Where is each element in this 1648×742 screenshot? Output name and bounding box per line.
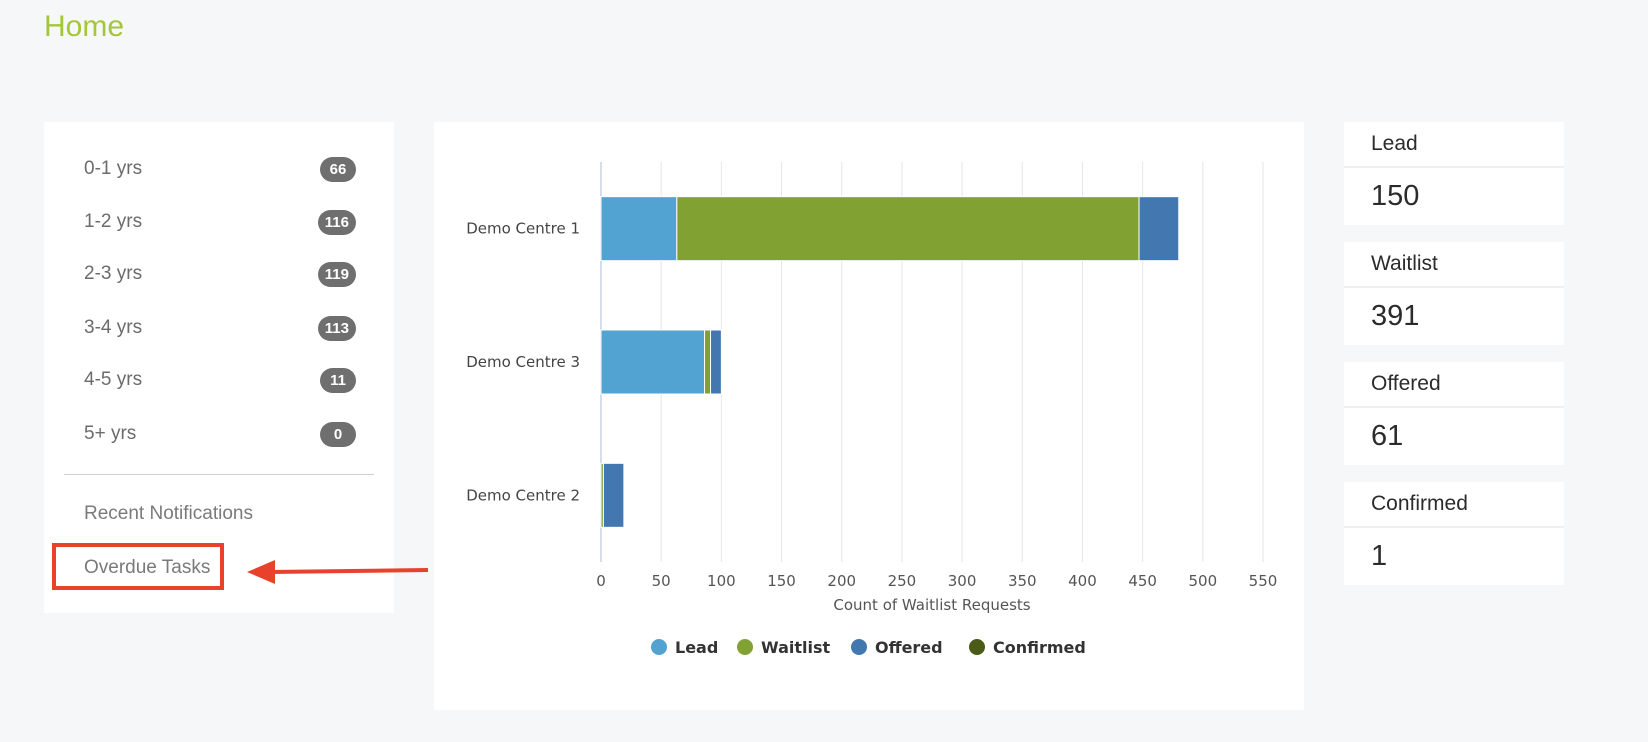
- legend-label: Waitlist: [761, 638, 831, 657]
- stat-card-confirmed: Confirmed 1: [1344, 482, 1564, 585]
- stat-value: 391: [1371, 300, 1420, 332]
- age-group-label: 0-1 yrs: [84, 158, 143, 179]
- x-tick-label: 150: [767, 572, 796, 590]
- legend-marker-waitlist: [737, 639, 753, 655]
- bar-segment-waitlist: [704, 329, 712, 395]
- x-tick-label: 450: [1128, 572, 1157, 590]
- count-badge: 116: [317, 209, 356, 235]
- annotation-highlight-box: [52, 543, 224, 590]
- count-badge: 119: [317, 261, 356, 287]
- stat-label: Confirmed: [1344, 482, 1564, 528]
- stat-card-offered: Offered 61: [1344, 362, 1564, 465]
- bar-segment-offered: [1138, 196, 1180, 262]
- stat-value: 150: [1371, 180, 1420, 212]
- annotation-arrow-icon: [247, 560, 429, 584]
- x-tick-label: 100: [707, 572, 736, 590]
- count-badge: 0: [320, 421, 356, 447]
- age-group-label: 5+ yrs: [84, 423, 137, 444]
- legend-marker-offered: [851, 639, 867, 655]
- age-group-5-plus[interactable]: 5+ yrs 0: [84, 419, 356, 449]
- stat-label: Offered: [1344, 362, 1564, 408]
- x-tick-label: 250: [888, 572, 917, 590]
- legend-label: Lead: [675, 638, 718, 657]
- x-tick-label: 300: [948, 572, 977, 590]
- overdue-tasks-link[interactable]: Overdue Tasks: [84, 557, 211, 578]
- stat-label: Waitlist: [1344, 242, 1564, 288]
- bar-segment-offered: [710, 329, 722, 395]
- x-tick-label: 200: [827, 572, 856, 590]
- recent-notifications-link[interactable]: Recent Notifications: [84, 503, 253, 524]
- count-badge: 113: [317, 315, 356, 341]
- count-badge: 66: [320, 156, 356, 182]
- stat-card-waitlist: Waitlist 391: [1344, 242, 1564, 345]
- page-title: Home: [44, 10, 125, 43]
- x-tick-label: 0: [596, 572, 606, 590]
- age-group-1-2[interactable]: 1-2 yrs 116: [84, 207, 356, 237]
- age-group-label: 1-2 yrs: [84, 211, 143, 232]
- legend-marker-lead: [651, 639, 667, 655]
- age-group-2-3[interactable]: 2-3 yrs 119: [84, 259, 356, 289]
- age-group-4-5[interactable]: 4-5 yrs 11: [84, 365, 356, 395]
- y-category-label: Demo Centre 2: [466, 486, 580, 504]
- age-group-label: 2-3 yrs: [84, 263, 143, 284]
- waitlist-bar-chart: 0 50 100 150 200 250 300 350 400 450 500 550 Demo Ce…: [466, 162, 1278, 657]
- x-tick-label: 550: [1249, 572, 1278, 590]
- x-tick-label: 500: [1188, 572, 1217, 590]
- x-axis-label: Count of Waitlist Requests: [833, 596, 1030, 614]
- bar-segment-offered: [602, 462, 625, 528]
- stat-value: 61: [1371, 420, 1404, 452]
- legend-marker-confirmed: [969, 639, 985, 655]
- bar-segment-lead: [600, 329, 706, 395]
- age-group-panel: 0-1 yrs 66 1-2 yrs 116 2-3 yrs 119 3-4 y…: [44, 122, 394, 613]
- x-tick-label: 50: [652, 572, 671, 590]
- x-tick-label: 400: [1068, 572, 1097, 590]
- age-group-label: 3-4 yrs: [84, 317, 143, 338]
- age-group-3-4[interactable]: 3-4 yrs 113: [84, 313, 356, 343]
- chart-panel: 0 50 100 150 200 250 300 350 400 450 500 550 Demo Ce…: [434, 122, 1304, 710]
- stat-card-lead: Lead 150: [1344, 122, 1564, 225]
- legend-label: Confirmed: [993, 638, 1086, 657]
- age-group-0-1[interactable]: 0-1 yrs 66: [84, 154, 356, 184]
- stat-value: 1: [1371, 540, 1388, 572]
- y-category-label: Demo Centre 3: [466, 353, 580, 371]
- bar-segment-waitlist: [676, 196, 1140, 262]
- divider: [64, 474, 374, 475]
- x-tick-label: 350: [1008, 572, 1037, 590]
- y-category-label: Demo Centre 1: [466, 220, 580, 238]
- legend-label: Offered: [875, 638, 943, 657]
- bar-segment-lead: [600, 196, 678, 262]
- stat-label: Lead: [1344, 122, 1564, 168]
- count-badge: 11: [320, 367, 356, 393]
- age-group-label: 4-5 yrs: [84, 369, 143, 390]
